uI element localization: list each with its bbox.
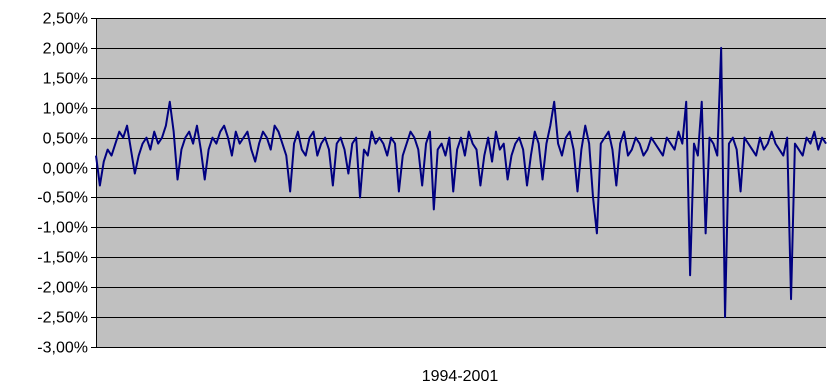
x-axis-title: 1994-2001	[421, 368, 499, 385]
y-tick-label: -1,50%	[37, 250, 88, 267]
y-tick-label: -2,50%	[37, 310, 88, 327]
series-line	[95, 46, 827, 319]
y-tick-label: -3,00%	[37, 340, 88, 357]
plot-area	[96, 18, 826, 347]
y-tick-label: -0,50%	[37, 190, 88, 207]
y-tick-label: 1,50%	[43, 71, 88, 88]
y-tick-label: -2,00%	[37, 280, 88, 297]
y-tick-label: 2,50%	[43, 11, 88, 28]
y-tick-label: 0,50%	[43, 131, 88, 148]
y-tick-label: -1,00%	[37, 220, 88, 237]
series-line-group	[95, 46, 827, 319]
y-tick-label: 0,00%	[43, 161, 88, 178]
y-tick-label: 1,00%	[43, 101, 88, 118]
y-tick-label: 2,00%	[43, 41, 88, 58]
y-axis-ticks: 2,50% 2,00% 1,50% 1,00% 0,50% 0,00% -0,50% -1,0…	[37, 11, 97, 357]
